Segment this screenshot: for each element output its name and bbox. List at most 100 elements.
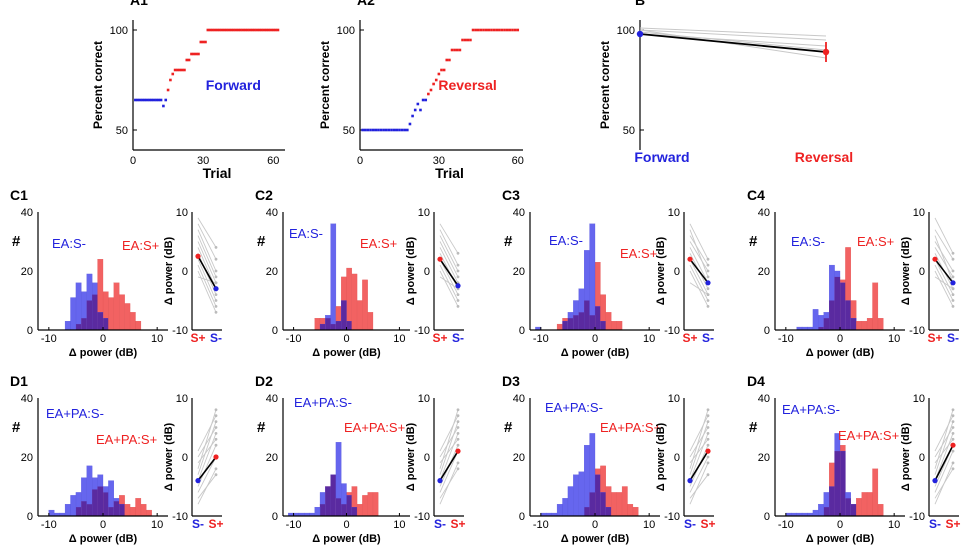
data-point xyxy=(173,68,177,72)
panel-a1: 0 30 60 50 100 A1 Percent correct Trial Forward xyxy=(91,0,285,181)
panel-label: C3 xyxy=(502,187,520,203)
blue-condition-label: EA+PA:S- xyxy=(46,406,104,421)
count-label: # xyxy=(504,233,513,250)
y-tick-label: 100 xyxy=(617,25,635,37)
paired-y-axis-label: Δ power (dB) xyxy=(163,236,175,305)
individual-point xyxy=(706,437,710,441)
data-point xyxy=(366,128,370,132)
red-bar xyxy=(611,492,617,517)
red-bar xyxy=(146,509,152,517)
individual-point xyxy=(951,467,955,471)
mean-point xyxy=(950,280,956,286)
individual-line xyxy=(689,427,709,458)
individual-point xyxy=(456,275,460,279)
data-point xyxy=(498,28,501,32)
individual-point xyxy=(706,426,710,429)
overlap-bar xyxy=(595,474,601,516)
overlap-bar xyxy=(595,306,601,330)
x-tick-label: 0 xyxy=(592,333,598,345)
x-axis-label: Δ power (dB) xyxy=(806,533,875,545)
paired-category-label: S+ xyxy=(927,331,942,345)
data-point xyxy=(241,28,245,32)
individual-point xyxy=(951,408,955,412)
red-bar xyxy=(866,492,873,517)
red-condition-label: EA+PA:S+ xyxy=(344,420,405,435)
paired-y-tick-label: 10 xyxy=(176,207,188,219)
individual-point xyxy=(214,426,218,429)
individual-point xyxy=(706,305,710,308)
individual-line xyxy=(934,439,954,464)
data-point xyxy=(264,28,268,32)
overlap-bar xyxy=(351,507,358,516)
individual-line xyxy=(197,474,217,499)
y-tick-label: 40 xyxy=(758,207,770,219)
individual-point xyxy=(706,432,710,435)
x-tick-label: 30 xyxy=(433,155,445,167)
x-axis-label: Δ power (dB) xyxy=(312,533,381,545)
x-tick-label: -10 xyxy=(286,519,302,531)
mean-line xyxy=(439,450,459,482)
data-point xyxy=(390,128,393,132)
data-point xyxy=(400,128,404,132)
x-tick-label: -10 xyxy=(533,333,549,345)
data-point xyxy=(395,128,399,132)
blue-bar xyxy=(567,486,574,517)
x-tick-label: 0 xyxy=(100,519,106,531)
data-point xyxy=(479,28,483,32)
overlap-bar xyxy=(567,318,574,330)
x-axis-label: Δ power (dB) xyxy=(561,347,630,359)
x-tick-label: 10 xyxy=(393,519,405,531)
overlap-bar xyxy=(92,294,98,330)
mean-line xyxy=(639,33,827,53)
data-point xyxy=(437,72,441,76)
overlap-bar xyxy=(92,489,98,516)
overlap-bar xyxy=(823,318,830,330)
red-bar xyxy=(135,498,142,517)
overlap-bar xyxy=(584,300,590,330)
mean-point xyxy=(455,283,461,289)
individual-point xyxy=(214,275,218,279)
y-axis-label: Percent correct xyxy=(91,41,105,129)
individual-line xyxy=(689,415,709,452)
individual-line xyxy=(439,241,459,278)
data-point xyxy=(178,68,182,72)
overlap-bar xyxy=(97,312,103,330)
individual-line xyxy=(934,450,954,493)
blue-condition-label: EA:S- xyxy=(289,226,323,241)
red-bar xyxy=(616,320,623,331)
data-point xyxy=(474,28,477,32)
individual-line xyxy=(439,235,459,272)
individual-line xyxy=(689,433,709,481)
red-bar xyxy=(877,504,884,517)
individual-line xyxy=(934,415,954,452)
paired-y-tick-label: 10 xyxy=(913,207,925,219)
mean-line xyxy=(197,456,217,482)
data-point xyxy=(159,98,163,102)
overlap-bar xyxy=(341,300,347,330)
data-point xyxy=(269,28,273,32)
blue-bar xyxy=(314,506,321,517)
overlap-bar xyxy=(86,504,93,516)
blue-bar xyxy=(330,223,337,331)
x-tick-label: 30 xyxy=(197,155,209,167)
individual-point xyxy=(706,414,710,418)
blue-bar xyxy=(64,504,71,517)
individual-point xyxy=(951,420,955,423)
data-point xyxy=(150,98,154,102)
data-point xyxy=(227,28,231,32)
data-point xyxy=(461,38,464,42)
individual-point xyxy=(706,473,710,477)
panel-d4: -10 0 10 0 20 40 D4 # Δ power (dB) EA+PA:S- EA+PA:… xyxy=(747,373,961,545)
red-bar xyxy=(356,504,363,517)
data-point xyxy=(406,128,409,132)
y-tick-label: 20 xyxy=(513,266,525,278)
red-condition-label: EA:S+ xyxy=(620,246,657,261)
data-point xyxy=(257,28,261,32)
y-tick-label: 40 xyxy=(266,207,278,219)
y-tick-label: 20 xyxy=(266,452,278,464)
data-point xyxy=(148,98,151,102)
x-axis-label: Δ power (dB) xyxy=(69,533,138,545)
data-point xyxy=(379,128,383,132)
y-tick-label: 40 xyxy=(758,393,770,405)
data-point xyxy=(490,28,493,32)
